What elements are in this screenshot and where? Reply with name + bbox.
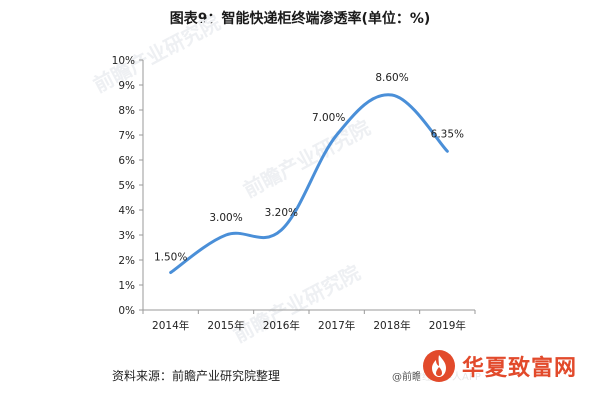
y-tick-label: 8% <box>118 105 135 117</box>
source-note: 资料来源：前瞻产业研究院整理 <box>112 369 281 383</box>
y-tick-label: 10% <box>112 55 135 67</box>
y-tick-label: 4% <box>118 205 135 217</box>
chart-title: 图表9：智能快递柜终端渗透率(单位：%) <box>169 11 431 27</box>
watermark: 前瞻产业研究院 <box>229 260 364 347</box>
x-tick-label: 2019年 <box>429 319 466 332</box>
y-tick-label: 3% <box>118 230 135 242</box>
y-tick-label: 2% <box>118 255 135 267</box>
y-tick-label: 0% <box>118 305 135 317</box>
x-axis-ticks: 2014年 2015年 2016年 2017年 2018年 2019年 <box>142 310 476 332</box>
y-tick-label: 7% <box>118 130 135 142</box>
data-label: 7.00% <box>312 112 345 124</box>
data-label: 1.50% <box>154 252 187 264</box>
data-labels: 1.50% 3.00% 3.20% 7.00% 8.60% 6.35% <box>154 72 464 264</box>
data-label: 3.20% <box>265 207 298 219</box>
y-tick-label: 6% <box>118 155 135 167</box>
site-logo: 华夏致富网 <box>420 346 584 386</box>
data-label: 8.60% <box>375 72 408 84</box>
series-line <box>169 93 449 274</box>
site-name: 华夏致富网 <box>462 356 578 381</box>
y-tick-label: 5% <box>118 180 135 192</box>
watermark: 前瞻产业研究院 <box>89 10 224 97</box>
x-tick-label: 2017年 <box>318 319 355 332</box>
y-tick-label: 9% <box>118 80 135 92</box>
y-axis-ticks: 0% 1% 2% 3% 4% 5% 6% 7% 8% 9% 10% <box>112 55 143 317</box>
svg-text:前瞻产业研究院: 前瞻产业研究院 <box>89 10 224 97</box>
x-tick-label: 2018年 <box>373 319 410 332</box>
data-label: 3.00% <box>209 212 242 224</box>
x-tick-label: 2016年 <box>263 319 300 332</box>
data-label: 6.35% <box>431 128 464 140</box>
flame-icon <box>423 350 455 382</box>
svg-text:前瞻产业研究院: 前瞻产业研究院 <box>229 260 364 347</box>
x-tick-label: 2015年 <box>207 319 244 332</box>
y-tick-label: 1% <box>118 280 135 292</box>
x-tick-label: 2014年 <box>152 319 189 332</box>
